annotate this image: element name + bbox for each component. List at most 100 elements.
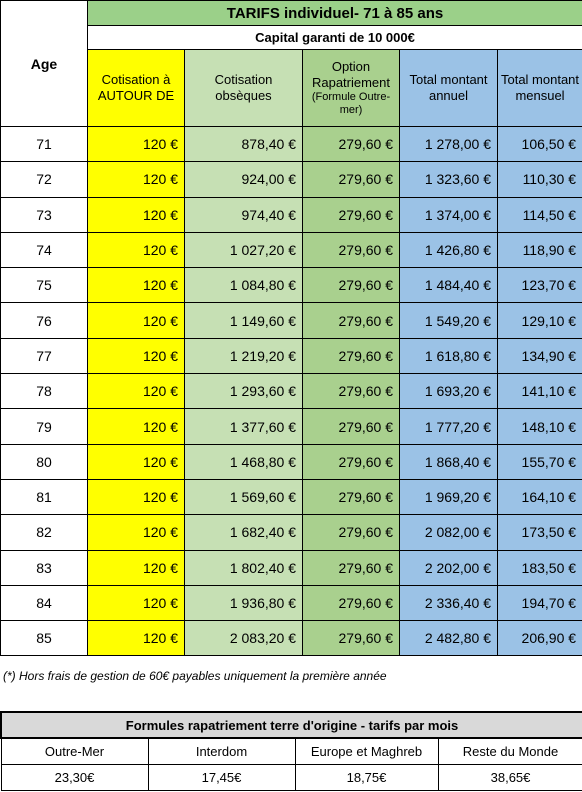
age-cell: 75 xyxy=(0,267,88,304)
option-rapatriement-cell: 279,60 € xyxy=(302,267,400,304)
total-annuel-cell: 2 202,00 € xyxy=(399,549,498,586)
cotisation-autour-cell: 120 € xyxy=(87,514,185,551)
age-cell: 81 xyxy=(0,478,88,516)
table-row: 74 120 €1 027,20 €279,60 €1 426,80 €118,9… xyxy=(0,231,582,269)
table-row: 85 120 €2 083,20 €279,60 €2 482,80 €206,9… xyxy=(0,620,582,657)
total-mensuel-cell: 118,90 € xyxy=(496,231,582,269)
cotisation-obseques-header: Cotisation obsèques xyxy=(184,49,303,127)
total-annuel-cell: 1 484,40 € xyxy=(399,267,498,304)
option-rapatriement-cell: 279,60 € xyxy=(302,196,400,233)
age-cell: 85 xyxy=(0,620,88,657)
cotisation-obseques-cell: 1 027,20 € xyxy=(184,231,303,269)
table-row: 79 120 €1 377,60 €279,60 €1 777,20 €148,1… xyxy=(0,408,582,445)
total-mensuel-cell: 141,10 € xyxy=(496,373,582,410)
table-row: 81 120 €1 569,60 €279,60 €1 969,20 €164,1… xyxy=(0,478,582,516)
option-rapatriement-label: Option Rapatriement xyxy=(311,59,391,90)
option-rapatriement-cell: 279,60 € xyxy=(302,620,400,657)
formule-label: Outre-Mer xyxy=(0,737,149,765)
age-cell: 71 xyxy=(0,125,88,163)
option-rapatriement-cell: 279,60 € xyxy=(302,549,400,586)
cotisation-obseques-cell: 1 377,60 € xyxy=(184,408,303,445)
age-cell: 74 xyxy=(0,231,88,269)
cotisation-autour-cell: 120 € xyxy=(87,161,185,198)
formule-value: 38,65€ xyxy=(437,763,582,791)
cotisation-autour-cell: 120 € xyxy=(87,620,185,657)
total-mensuel-cell: 134,90 € xyxy=(496,337,582,375)
option-rapatriement-cell: 279,60 € xyxy=(302,584,400,622)
formule-label: Reste du Monde xyxy=(437,737,582,765)
formule-label: Europe et Maghreb xyxy=(294,737,439,765)
table-row: 80 120 €1 468,80 €279,60 €1 868,40 €155,7… xyxy=(0,443,582,480)
age-cell: 78 xyxy=(0,373,88,410)
total-annuel-cell: 1 278,00 € xyxy=(399,125,498,163)
formule-value: 17,45€ xyxy=(147,763,296,791)
cotisation-autour-cell: 120 € xyxy=(87,337,185,375)
total-annuel-cell: 1 969,20 € xyxy=(399,478,498,516)
cotisation-obseques-cell: 1 219,20 € xyxy=(184,337,303,375)
cotisation-autour-cell: 120 € xyxy=(87,267,185,304)
cotisation-obseques-cell: 1 293,60 € xyxy=(184,373,303,410)
cotisation-autour-cell: 120 € xyxy=(87,443,185,480)
cotisation-autour-cell: 120 € xyxy=(87,373,185,410)
option-rapatriement-cell: 279,60 € xyxy=(302,125,400,163)
formule-value: 18,75€ xyxy=(294,763,439,791)
table-row: 84 120 €1 936,80 €279,60 €2 336,40 €194,7… xyxy=(0,584,582,622)
option-rapatriement-cell: 279,60 € xyxy=(302,231,400,269)
cotisation-autour-cell: 120 € xyxy=(87,196,185,233)
tarifs-table: Age TARIFS individuel- 71 à 85 ans Capit… xyxy=(0,0,582,657)
table-title: TARIFS individuel- 71 à 85 ans xyxy=(86,0,582,26)
total-annuel-cell: 2 082,00 € xyxy=(399,514,498,551)
table-row: 83 120 €1 802,40 €279,60 €2 202,00 €183,5… xyxy=(0,549,582,586)
total-annuel-cell: 1 549,20 € xyxy=(399,302,498,339)
option-rapatriement-cell: 279,60 € xyxy=(302,514,400,551)
total-mensuel-cell: 129,10 € xyxy=(496,302,582,339)
age-cell: 72 xyxy=(0,161,88,198)
table-row: 72 120 €924,00 €279,60 €1 323,60 €110,30 … xyxy=(0,161,582,198)
cotisation-obseques-cell: 1 468,80 € xyxy=(184,443,303,480)
cotisation-autour-cell: 120 € xyxy=(87,125,185,163)
total-annuel-cell: 1 693,20 € xyxy=(399,373,498,410)
total-mensuel-cell: 114,50 € xyxy=(496,196,582,233)
total-mensuel-cell: 123,70 € xyxy=(496,267,582,304)
cotisation-autour-cell: 120 € xyxy=(87,302,185,339)
total-mensuel-header: Total montant mensuel xyxy=(496,49,582,127)
total-mensuel-cell: 148,10 € xyxy=(496,408,582,445)
footnote: (*) Hors frais de gestion de 60€ payable… xyxy=(3,669,387,683)
table-subtitle: Capital garanti de 10 000€ xyxy=(86,25,582,50)
cotisation-obseques-cell: 1 682,40 € xyxy=(184,514,303,551)
total-annuel-header: Total montant annuel xyxy=(399,49,498,127)
cotisation-autour-cell: 120 € xyxy=(87,478,185,516)
formules-title: Formules rapatriement terre d'origine - … xyxy=(0,711,582,739)
total-mensuel-cell: 173,50 € xyxy=(496,514,582,551)
total-mensuel-cell: 106,50 € xyxy=(496,125,582,163)
cotisation-autour-cell: 120 € xyxy=(87,408,185,445)
age-cell: 80 xyxy=(0,443,88,480)
cotisation-autour-cell: 120 € xyxy=(87,549,185,586)
total-mensuel-cell: 164,10 € xyxy=(496,478,582,516)
age-cell: 79 xyxy=(0,408,88,445)
age-cell: 73 xyxy=(0,196,88,233)
cotisation-obseques-cell: 924,00 € xyxy=(184,161,303,198)
table-row: 78 120 €1 293,60 €279,60 €1 693,20 €141,1… xyxy=(0,373,582,410)
option-rapatriement-cell: 279,60 € xyxy=(302,373,400,410)
table-row: 82 120 €1 682,40 €279,60 €2 082,00 €173,5… xyxy=(0,514,582,551)
table-row: 76 120 €1 149,60 €279,60 €1 549,20 €129,1… xyxy=(0,302,582,339)
option-rapatriement-cell: 279,60 € xyxy=(302,337,400,375)
cotisation-obseques-cell: 1 936,80 € xyxy=(184,584,303,622)
cotisation-obseques-cell: 878,40 € xyxy=(184,125,303,163)
total-mensuel-cell: 110,30 € xyxy=(496,161,582,198)
option-rapatriement-cell: 279,60 € xyxy=(302,302,400,339)
table-row: 71 120 €878,40 €279,60 €1 278,00 €106,50 … xyxy=(0,125,582,163)
formule-value: 23,30€ xyxy=(0,763,149,791)
total-mensuel-cell: 183,50 € xyxy=(496,549,582,586)
age-cell: 83 xyxy=(0,549,88,586)
total-annuel-cell: 1 374,00 € xyxy=(399,196,498,233)
age-header: Age xyxy=(0,0,88,127)
option-rapatriement-cell: 279,60 € xyxy=(302,408,400,445)
cotisation-obseques-cell: 1 084,80 € xyxy=(184,267,303,304)
total-annuel-cell: 1 323,60 € xyxy=(399,161,498,198)
cotisation-autour-cell: 120 € xyxy=(87,584,185,622)
cotisation-obseques-cell: 2 083,20 € xyxy=(184,620,303,657)
cotisation-obseques-cell: 974,40 € xyxy=(184,196,303,233)
total-annuel-cell: 2 336,40 € xyxy=(399,584,498,622)
